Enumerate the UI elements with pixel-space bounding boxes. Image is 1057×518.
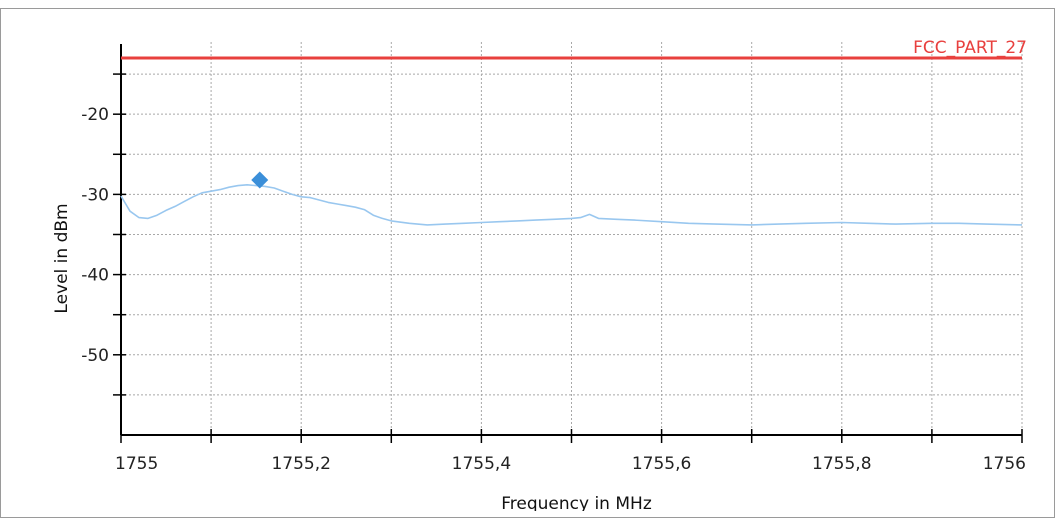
chart-frame: 1755 1755,2 1755,4 1755,6 1755,8 1756 -20 -30 -4… xyxy=(0,8,1055,518)
chart-ticks: 1755 1755,2 1755,4 1755,6 1755,8 1756 -20 -30 -4… xyxy=(81,73,1026,474)
fcc-limit-label: FCC_PART_27 xyxy=(913,38,1027,58)
y-tick-label: -40 xyxy=(81,266,109,286)
chart-markers xyxy=(251,171,269,189)
y-tick-label: -20 xyxy=(81,105,109,125)
x-axis-title: Frequency in MHz xyxy=(501,494,652,511)
spectrum-chart: 1755 1755,2 1755,4 1755,6 1755,8 1756 -20 -30 -4… xyxy=(52,38,1027,511)
chart-limit-lines: FCC_PART_27 xyxy=(121,38,1027,60)
y-axis-title: Level in dBm xyxy=(52,203,72,313)
y-tick-label: -50 xyxy=(81,346,109,366)
x-tick-label: 1756 xyxy=(983,454,1026,474)
x-tick-label: 1755,6 xyxy=(632,454,691,474)
x-tick-label: 1755,4 xyxy=(452,454,511,474)
peak-marker-diamond xyxy=(251,171,269,189)
spectrum-trace-line xyxy=(120,184,1023,226)
chart-series xyxy=(120,184,1023,226)
x-tick-label: 1755,2 xyxy=(271,454,330,474)
x-tick-label: 1755 xyxy=(115,454,158,474)
x-tick-label: 1755,8 xyxy=(812,454,871,474)
y-tick-label: -30 xyxy=(81,185,109,205)
chart-grid xyxy=(121,42,1023,435)
